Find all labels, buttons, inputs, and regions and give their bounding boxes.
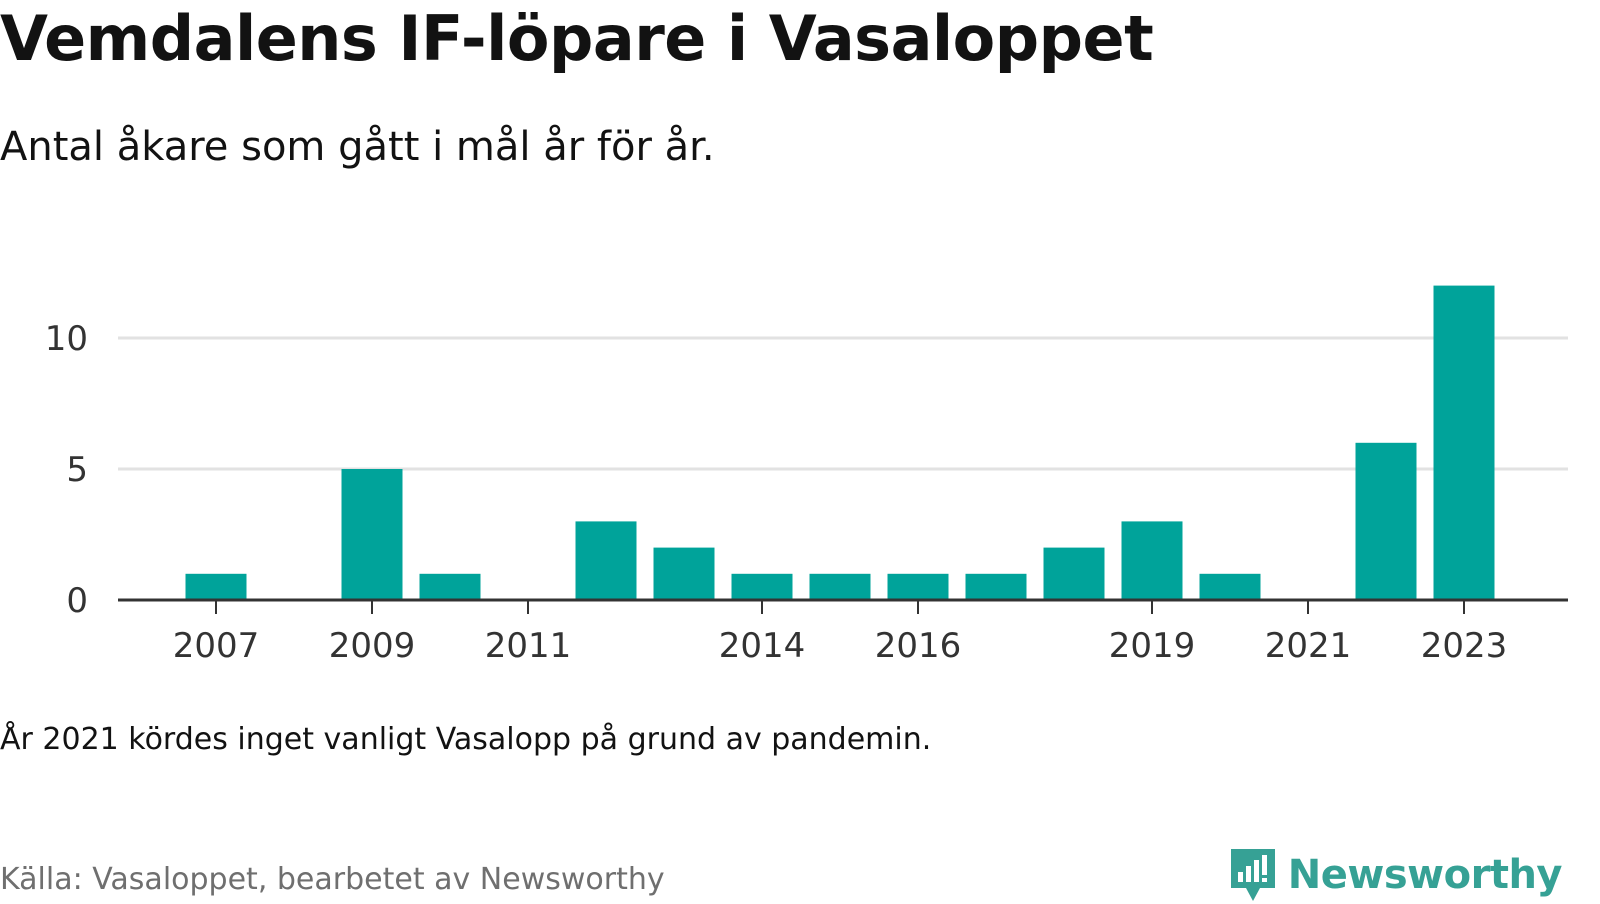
bar (731, 573, 793, 600)
bar (1433, 285, 1495, 600)
bar (887, 573, 949, 600)
bar-chart: 0 5 10 2007 2009 2011 2014 2016 2019 2021 2023 (45, 285, 1568, 666)
chart-title: Vemdalens IF-löpare i Vasaloppet (0, 2, 1154, 75)
bar (341, 469, 403, 600)
newsworthy-logo-icon (1230, 849, 1275, 901)
y-tick-label: 0 (66, 581, 88, 621)
x-tick-label: 2009 (329, 626, 416, 666)
bar (809, 573, 871, 600)
x-tick-label: 2021 (1265, 626, 1352, 666)
y-tick-label: 5 (66, 450, 88, 490)
x-tick-label: 2023 (1421, 626, 1508, 666)
y-tick-label: 10 (45, 319, 88, 359)
bar (965, 573, 1027, 600)
bar (1355, 442, 1417, 600)
x-tick-label: 2014 (719, 626, 806, 666)
bar (185, 573, 247, 600)
bar (419, 573, 481, 600)
newsworthy-logo: Newsworthy (1228, 846, 1563, 904)
bar (1043, 547, 1105, 600)
x-tick-label: 2019 (1109, 626, 1196, 666)
x-tick-label: 2007 (173, 626, 260, 666)
footnote: År 2021 kördes inget vanligt Vasalopp på… (0, 722, 932, 757)
x-tick-label: 2016 (875, 626, 962, 666)
bar (653, 547, 715, 600)
bar (1199, 573, 1261, 600)
bar (1121, 521, 1183, 600)
x-tick-label: 2011 (485, 626, 572, 666)
bar (575, 521, 637, 600)
source-credit: Källa: Vasaloppet, bearbetet av Newswort… (0, 862, 665, 897)
chart-subtitle: Antal åkare som gått i mål år för år. (0, 124, 715, 170)
logo-text: Newsworthy (1287, 852, 1563, 898)
